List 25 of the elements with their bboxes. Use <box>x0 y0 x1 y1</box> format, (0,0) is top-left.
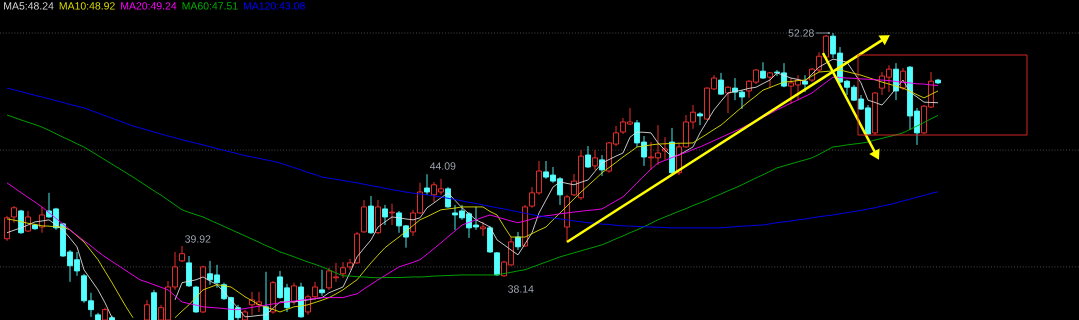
candlestick <box>424 173 430 196</box>
candlestick <box>767 71 773 89</box>
annotation: 38.14 <box>508 285 534 293</box>
text: MA60:47.51 <box>182 2 238 10</box>
candlestick <box>382 204 388 226</box>
candlestick <box>592 149 598 171</box>
text: MA5:48.24 <box>4 2 54 10</box>
text: MA10:48.92 <box>59 2 115 10</box>
candlestick <box>585 145 591 169</box>
annotation: 44.09 <box>429 162 456 170</box>
candlestick <box>480 221 486 237</box>
candlestick <box>186 255 192 288</box>
candlestick <box>802 74 808 93</box>
text: MA20:49.24 <box>121 2 177 10</box>
annotation: 52.28 <box>788 29 814 37</box>
candlestick <box>291 282 297 306</box>
candlestick <box>697 111 703 126</box>
candlestick <box>179 245 185 263</box>
candlestick <box>319 269 325 297</box>
candlestick <box>389 203 395 226</box>
text: MA120:43.08 <box>243 2 305 10</box>
candlestick <box>760 61 766 80</box>
candlestick <box>718 72 724 96</box>
annotation: 39.92 <box>185 235 211 243</box>
candlestick <box>725 85 731 114</box>
